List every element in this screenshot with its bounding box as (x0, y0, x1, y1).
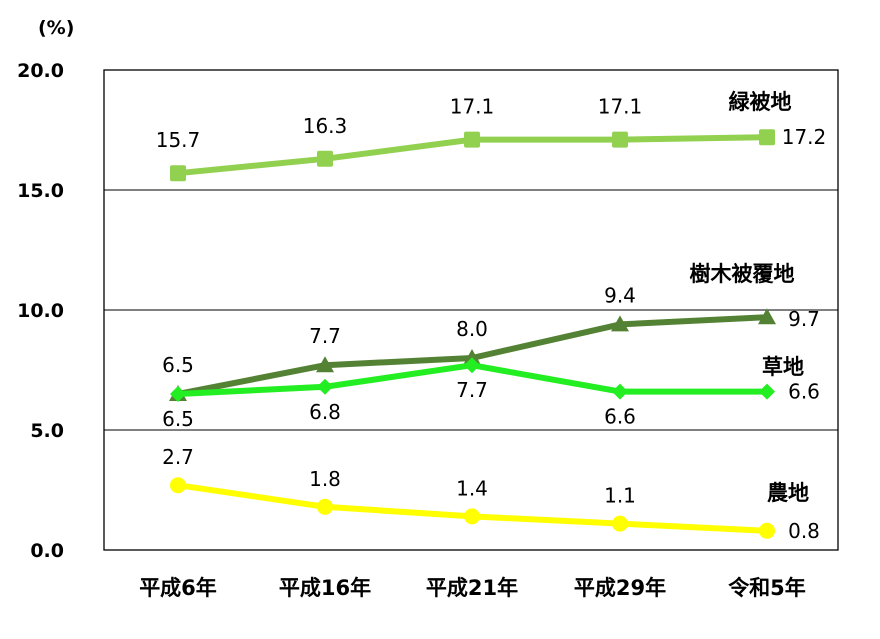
data-point (317, 378, 333, 395)
data-point (316, 356, 334, 373)
data-label: 16.3 (303, 114, 348, 138)
data-point (317, 498, 333, 515)
data-point (170, 386, 186, 402)
data-point (758, 308, 776, 325)
data-label: 9.4 (604, 283, 636, 307)
data-label: 2.7 (162, 445, 194, 469)
data-label: 17.1 (598, 95, 643, 119)
y-tick-label: 0.0 (30, 540, 64, 562)
series-name-label: 緑被地 (729, 90, 792, 114)
data-label: 17.1 (450, 95, 495, 119)
data-label: 6.5 (162, 407, 194, 431)
data-label: 6.6 (788, 380, 820, 404)
data-label: 9.7 (788, 307, 820, 331)
x-tick-label: 平成6年 (139, 576, 217, 600)
x-tick-label: 平成16年 (279, 576, 371, 600)
y-tick-label: 15.0 (17, 180, 64, 202)
data-label: 1.1 (604, 484, 636, 508)
data-point (317, 150, 333, 167)
series-name-label: 草地 (762, 355, 804, 379)
data-point (612, 131, 628, 148)
y-tick-label: 10.0 (17, 300, 64, 322)
data-point (611, 315, 629, 332)
data-label: 1.8 (309, 467, 341, 491)
data-label: 7.7 (456, 378, 488, 402)
data-label: 7.7 (309, 324, 341, 348)
y-axis-ticks: 0.0 5.0 10.0 15.0 20.0 (17, 60, 64, 562)
series-name-label: 農地 (767, 481, 809, 505)
data-point (464, 357, 480, 374)
x-tick-label: 平成29年 (574, 576, 666, 600)
data-point (612, 383, 628, 400)
series-4: 2.7 1.8 1.4 1.1 0.8 農地 (162, 445, 820, 543)
data-point (612, 515, 628, 532)
x-tick-label: 令和5年 (728, 576, 806, 600)
data-point (464, 508, 480, 525)
data-label: 6.6 (604, 405, 636, 429)
y-unit-label: (%) (38, 17, 74, 39)
data-label: 15.7 (156, 128, 201, 152)
series-3: 6.5 6.87.76.66.6草地 (162, 355, 820, 431)
data-point (759, 129, 775, 146)
data-point (464, 131, 480, 148)
series-1: 15.7 16.3 17.1 17.1 17.2 緑被地 (156, 90, 827, 182)
y-tick-label: 20.0 (17, 60, 64, 82)
y-tick-label: 5.0 (30, 420, 64, 442)
data-label: 6.8 (309, 400, 341, 424)
data-label: 17.2 (782, 125, 827, 149)
data-point (170, 165, 186, 182)
data-label: 1.4 (456, 476, 488, 500)
grid (104, 189, 838, 431)
x-tick-label: 平成21年 (426, 576, 518, 600)
data-label: 0.8 (788, 519, 820, 543)
series-2: 6.5 7.7 8.0 9.4 9.7 樹木被覆地 (162, 262, 820, 401)
data-label: 8.0 (456, 317, 488, 341)
series-layer: 15.7 16.3 17.1 17.1 17.2 緑被地 6.5 7.7 8.0 9.4 9.7 樹木… (156, 90, 827, 543)
data-point (170, 477, 186, 494)
data-point (463, 349, 481, 365)
data-label: 6.5 (162, 353, 194, 377)
series-name-label: 樹木被覆地 (690, 262, 795, 286)
data-point (759, 522, 775, 539)
x-axis-ticks: 平成6年 平成16年 平成21年 平成29年 令和5年 (139, 576, 806, 600)
data-point (759, 383, 775, 400)
plot-area (103, 69, 839, 551)
